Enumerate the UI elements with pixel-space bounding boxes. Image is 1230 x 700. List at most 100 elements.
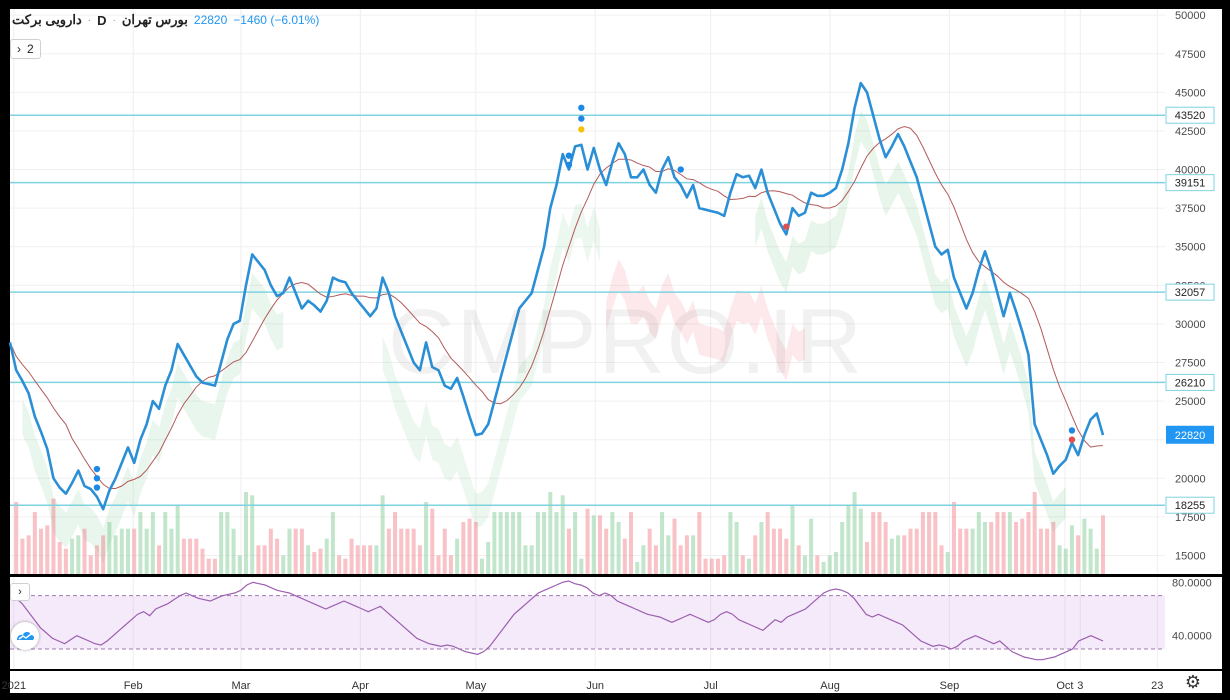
cloud-bullish bbox=[755, 110, 1066, 533]
volume-bar bbox=[442, 528, 447, 574]
volume-bar bbox=[945, 552, 950, 574]
volume-bar bbox=[641, 545, 646, 574]
volume-bar bbox=[63, 548, 68, 574]
volume-bar bbox=[920, 512, 925, 574]
volume-bar bbox=[299, 528, 304, 574]
volume-bar bbox=[337, 555, 342, 574]
volume-bar bbox=[262, 545, 267, 574]
volume-bar bbox=[610, 512, 615, 574]
volume-bar bbox=[57, 542, 62, 574]
volume-bar bbox=[927, 512, 932, 574]
signal-dot bbox=[578, 104, 585, 111]
volume-bar bbox=[293, 528, 298, 574]
price-tick-label: 27500 bbox=[1175, 358, 1206, 370]
time-axis[interactable] bbox=[10, 671, 1222, 693]
volume-bar bbox=[1045, 528, 1050, 574]
cloud-bearish bbox=[606, 259, 805, 382]
separator-dot: · bbox=[87, 14, 92, 26]
date-label: Apr bbox=[352, 680, 369, 692]
volume-bar bbox=[393, 512, 398, 574]
volume-bar bbox=[1094, 548, 1099, 574]
volume-bar bbox=[200, 548, 205, 574]
volume-bar bbox=[119, 528, 124, 574]
rsi-toggle-button[interactable]: › bbox=[10, 583, 30, 601]
volume-bar bbox=[517, 512, 522, 574]
volume-bar bbox=[212, 558, 217, 574]
symbol-name[interactable]: دارویی برکت bbox=[12, 12, 82, 27]
date-label: May bbox=[465, 680, 486, 692]
volume-bar bbox=[983, 522, 988, 574]
date-label: 2021 bbox=[2, 680, 26, 692]
signal-dot bbox=[1068, 436, 1076, 443]
volume-bar bbox=[399, 528, 404, 574]
volume-bar bbox=[566, 528, 571, 574]
volume-bar bbox=[989, 522, 994, 574]
volume-bar bbox=[728, 512, 733, 574]
volume-bars bbox=[14, 492, 1105, 574]
volume-bar bbox=[330, 512, 335, 574]
date-label: Mar bbox=[232, 680, 251, 692]
volume-bar bbox=[939, 545, 944, 574]
volume-bar bbox=[107, 522, 112, 574]
volume-bar bbox=[653, 545, 658, 574]
date-label: 3 bbox=[1077, 680, 1083, 692]
volume-bar bbox=[902, 535, 907, 574]
level-badge-label: 32057 bbox=[1175, 287, 1206, 299]
volume-bar bbox=[883, 522, 888, 574]
rsi-axis[interactable] bbox=[1165, 577, 1222, 669]
date-label: Jul bbox=[704, 680, 718, 692]
signal-dot bbox=[1068, 427, 1076, 434]
volume-bar bbox=[1026, 512, 1031, 574]
volume-bar bbox=[138, 512, 143, 574]
volume-bar bbox=[1001, 512, 1006, 574]
level-badge-label: 26210 bbox=[1175, 377, 1206, 389]
date-label: 23 bbox=[1151, 680, 1163, 692]
volume-bar bbox=[1020, 518, 1025, 574]
volume-bar bbox=[846, 505, 851, 574]
volume-bar bbox=[163, 512, 168, 574]
signal-dot bbox=[783, 223, 790, 230]
tradingview-logo[interactable] bbox=[11, 622, 39, 650]
level-badge bbox=[1165, 496, 1215, 514]
volume-bar bbox=[865, 542, 870, 574]
volume-bar bbox=[635, 562, 640, 574]
price-tick-label: 42500 bbox=[1175, 126, 1206, 138]
volume-bar bbox=[889, 538, 894, 574]
price-tick-label: 40000 bbox=[1175, 165, 1206, 177]
volume-bar bbox=[306, 545, 311, 574]
volume-bar bbox=[492, 512, 497, 574]
rsi-tick-label: 80.0000 bbox=[1172, 577, 1212, 589]
indicators-toggle-button[interactable]: › 2 bbox=[10, 39, 41, 59]
gear-icon[interactable]: ⚙ bbox=[1184, 672, 1202, 692]
price-tick-label: 37500 bbox=[1175, 203, 1206, 215]
volume-bar bbox=[1007, 512, 1012, 574]
volume-bar bbox=[45, 525, 50, 574]
volume-bar bbox=[32, 512, 37, 574]
volume-bar bbox=[1069, 525, 1074, 574]
signal-dot bbox=[565, 152, 573, 159]
last-price: 22820 bbox=[193, 13, 228, 27]
price-tick-label: 50000 bbox=[1175, 10, 1206, 22]
volume-bar bbox=[20, 538, 25, 574]
volume-bar bbox=[771, 528, 776, 574]
price-tick-label: 25000 bbox=[1175, 396, 1206, 408]
volume-bar bbox=[554, 512, 559, 574]
volume-bar bbox=[529, 545, 534, 574]
last-price-badge-label: 22820 bbox=[1175, 430, 1206, 442]
volume-bar bbox=[88, 555, 93, 574]
volume-bar bbox=[324, 538, 329, 574]
volume-bar bbox=[542, 512, 547, 574]
volume-bar bbox=[908, 528, 913, 574]
volume-bar bbox=[349, 538, 354, 574]
volume-bar bbox=[827, 555, 832, 574]
volume-bar bbox=[697, 512, 702, 574]
separator-dot: · bbox=[112, 14, 116, 26]
interval-label[interactable]: D bbox=[97, 12, 107, 28]
volume-bar bbox=[629, 512, 634, 574]
rsi-pane[interactable] bbox=[10, 577, 1165, 669]
volume-bar bbox=[467, 518, 472, 574]
volume-bar bbox=[479, 558, 484, 574]
volume-bar bbox=[157, 545, 162, 574]
volume-bar bbox=[976, 512, 981, 574]
